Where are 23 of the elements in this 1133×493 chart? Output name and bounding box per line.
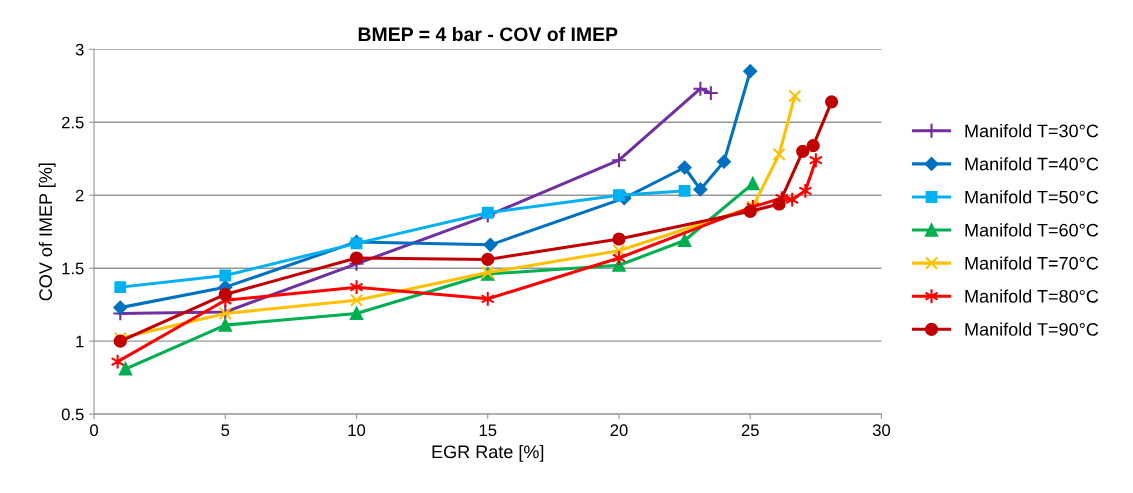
legend-label: Manifold T=70°C bbox=[965, 256, 1099, 270]
y-tick-label: 1 bbox=[76, 335, 84, 348]
x-tick-label: 0 bbox=[90, 424, 99, 437]
y-tick-label: 1.5 bbox=[62, 262, 84, 275]
y-axis-title: COV of IMEP [%] bbox=[38, 163, 56, 301]
y-tick-label: 2.5 bbox=[61, 116, 84, 129]
legend-label: Manifold T=90°C bbox=[965, 322, 1099, 336]
legend-label: Manifold T=50°C bbox=[965, 190, 1099, 204]
x-tick-label: 15 bbox=[479, 424, 497, 437]
x-tick-label: 5 bbox=[221, 424, 230, 437]
legend-label: Manifold T=60°C bbox=[965, 223, 1099, 237]
y-tick-label: 2 bbox=[75, 189, 84, 202]
x-tick-label: 25 bbox=[741, 424, 759, 437]
y-tick-label: 3 bbox=[75, 43, 84, 56]
x-tick-label: 20 bbox=[610, 424, 628, 437]
legend-label: Manifold T=40°C bbox=[965, 157, 1099, 171]
y-tick-label: 0.5 bbox=[61, 408, 84, 421]
x-tick-label: 30 bbox=[872, 424, 891, 437]
chart-title: BMEP = 4 bar - COV of IMEP bbox=[358, 26, 618, 42]
x-axis-title: EGR Rate [%] bbox=[432, 444, 544, 462]
legend-label: Manifold T=30°C bbox=[965, 124, 1099, 138]
legend-label: Manifold T=80°C bbox=[965, 289, 1099, 303]
x-tick-label: 10 bbox=[348, 424, 366, 437]
